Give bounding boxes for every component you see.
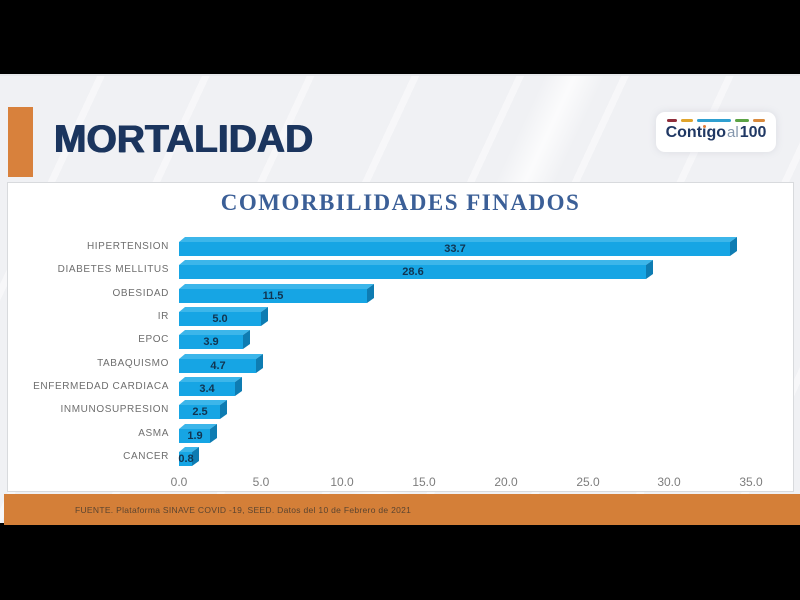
bar-front-face bbox=[179, 242, 730, 256]
bar-front-face bbox=[179, 405, 220, 419]
logo-i-dot: ı bbox=[702, 124, 707, 141]
bar-side-face bbox=[220, 400, 227, 419]
bar: 11.5 bbox=[179, 284, 374, 303]
bar-side-face bbox=[210, 424, 217, 443]
category-label: TABAQUISMO bbox=[97, 358, 169, 369]
bar-side-face bbox=[256, 354, 263, 373]
value-label: 28.6 bbox=[402, 266, 424, 278]
x-tick-label: 0.0 bbox=[170, 475, 188, 489]
value-label: 3.4 bbox=[199, 383, 215, 395]
x-tick-label: 5.0 bbox=[252, 475, 270, 489]
logo-dash bbox=[697, 119, 731, 122]
logo-word-mid: al bbox=[727, 124, 739, 141]
bar-row: IR 5.0 bbox=[8, 307, 785, 327]
bar-top-face bbox=[179, 307, 268, 312]
bar-top-face bbox=[179, 237, 737, 242]
value-label: 0.8 bbox=[178, 453, 194, 465]
value-label: 2.5 bbox=[192, 406, 208, 418]
title-accent-block bbox=[8, 107, 33, 177]
bar-side-face bbox=[730, 237, 737, 256]
bar-row: DIABETES MELLITUS 28.6 bbox=[8, 260, 785, 280]
bar: 1.9 bbox=[179, 424, 217, 443]
bar: 3.4 bbox=[179, 377, 242, 396]
bar-row: CANCER 0.8 bbox=[8, 447, 785, 467]
plot-area: HIPERTENSION 33.7 DIABETES MELLITUS 28.6 OBE… bbox=[8, 183, 793, 491]
x-tick-label: 10.0 bbox=[330, 475, 354, 489]
bar-front-face bbox=[179, 429, 210, 443]
value-label: 1.9 bbox=[187, 430, 203, 442]
category-label: ASMA bbox=[138, 428, 169, 439]
chart-panel: COMORBILIDADES FINADOS HIPERTENSION 33.7 D… bbox=[7, 182, 794, 492]
slide: MORTALIDAD Contıgoal100 COMORBILIDADES F… bbox=[0, 74, 800, 525]
bar-side-face bbox=[235, 377, 242, 396]
bar-row: OBESIDAD 11.5 bbox=[8, 284, 785, 304]
bar: 5.0 bbox=[179, 307, 268, 326]
bar-front-face bbox=[179, 382, 235, 396]
value-label: 3.9 bbox=[203, 336, 219, 348]
category-label: CANCER bbox=[123, 451, 169, 462]
x-tick-label: 15.0 bbox=[412, 475, 436, 489]
category-label: DIABETES MELLITUS bbox=[57, 264, 169, 275]
bar-top-face bbox=[179, 330, 250, 335]
category-label: EPOC bbox=[138, 334, 169, 345]
contigo-al-100-logo: Contıgoal100 bbox=[656, 112, 776, 152]
footer-bar: FUENTE. Plataforma SINAVE COVID -19, SEE… bbox=[4, 494, 800, 525]
bar-row: INMUNOSUPRESION 2.5 bbox=[8, 400, 785, 420]
value-label: 4.7 bbox=[210, 360, 226, 372]
bar-side-face bbox=[646, 260, 653, 279]
logo-word-main: Contıgo bbox=[665, 124, 727, 141]
category-label: ENFERMEDAD CARDIACA bbox=[33, 381, 169, 392]
logo-word-num: 100 bbox=[739, 124, 767, 141]
bar-row: EPOC 3.9 bbox=[8, 330, 785, 350]
bar-top-face bbox=[179, 284, 374, 289]
chart-title: COMORBILIDADES FINADOS bbox=[220, 190, 581, 215]
value-label: 11.5 bbox=[262, 290, 284, 302]
bar: 4.7 bbox=[179, 354, 263, 373]
bar: 33.7 bbox=[179, 237, 737, 256]
category-label: HIPERTENSION bbox=[86, 241, 169, 252]
logo-dash bbox=[735, 119, 749, 122]
source-text: FUENTE. Plataforma SINAVE COVID -19, SEE… bbox=[75, 505, 412, 515]
bar-front-face bbox=[179, 265, 646, 279]
bar-row: ENFERMEDAD CARDIACA 3.4 bbox=[8, 377, 785, 397]
bar: 2.5 bbox=[179, 400, 227, 419]
bar-side-face bbox=[243, 330, 250, 349]
bar-front-face bbox=[179, 312, 261, 326]
value-label: 33.7 bbox=[444, 243, 466, 255]
category-label: IR bbox=[157, 311, 169, 322]
bar-side-face bbox=[192, 447, 199, 466]
bar-top-face bbox=[179, 377, 242, 382]
x-tick-label: 30.0 bbox=[657, 475, 681, 489]
bar-row: TABAQUISMO 4.7 bbox=[8, 354, 785, 374]
category-label: OBESIDAD bbox=[112, 288, 169, 299]
logo-dash bbox=[667, 119, 677, 122]
bar-front-face bbox=[179, 452, 192, 466]
bar-top-face bbox=[179, 447, 199, 452]
bar: 3.9 bbox=[179, 330, 250, 349]
bar-top-face bbox=[179, 260, 653, 265]
bar-top-face bbox=[179, 424, 217, 429]
bar-front-face bbox=[179, 289, 367, 303]
logo-color-dashes bbox=[656, 119, 776, 122]
bar-top-face bbox=[179, 354, 263, 359]
category-label: INMUNOSUPRESION bbox=[60, 404, 169, 415]
x-tick-label: 25.0 bbox=[576, 475, 600, 489]
page-title: MORTALIDAD bbox=[54, 118, 314, 161]
logo-text: Contıgoal100 bbox=[656, 124, 776, 142]
bar: 0.8 bbox=[178, 447, 199, 466]
bar-top-face bbox=[179, 400, 227, 405]
bar: 28.6 bbox=[179, 260, 653, 279]
bar-front-face bbox=[179, 335, 243, 349]
bar-side-face bbox=[367, 284, 374, 303]
x-tick-label: 20.0 bbox=[494, 475, 518, 489]
bar-row: ASMA 1.9 bbox=[8, 424, 785, 444]
x-tick-label: 35.0 bbox=[739, 475, 763, 489]
bar-side-face bbox=[261, 307, 268, 326]
logo-dash bbox=[753, 119, 765, 122]
bar-row: HIPERTENSION 33.7 bbox=[8, 237, 785, 257]
logo-dash bbox=[681, 119, 693, 122]
value-label: 5.0 bbox=[212, 313, 228, 325]
bar-front-face bbox=[179, 359, 256, 373]
